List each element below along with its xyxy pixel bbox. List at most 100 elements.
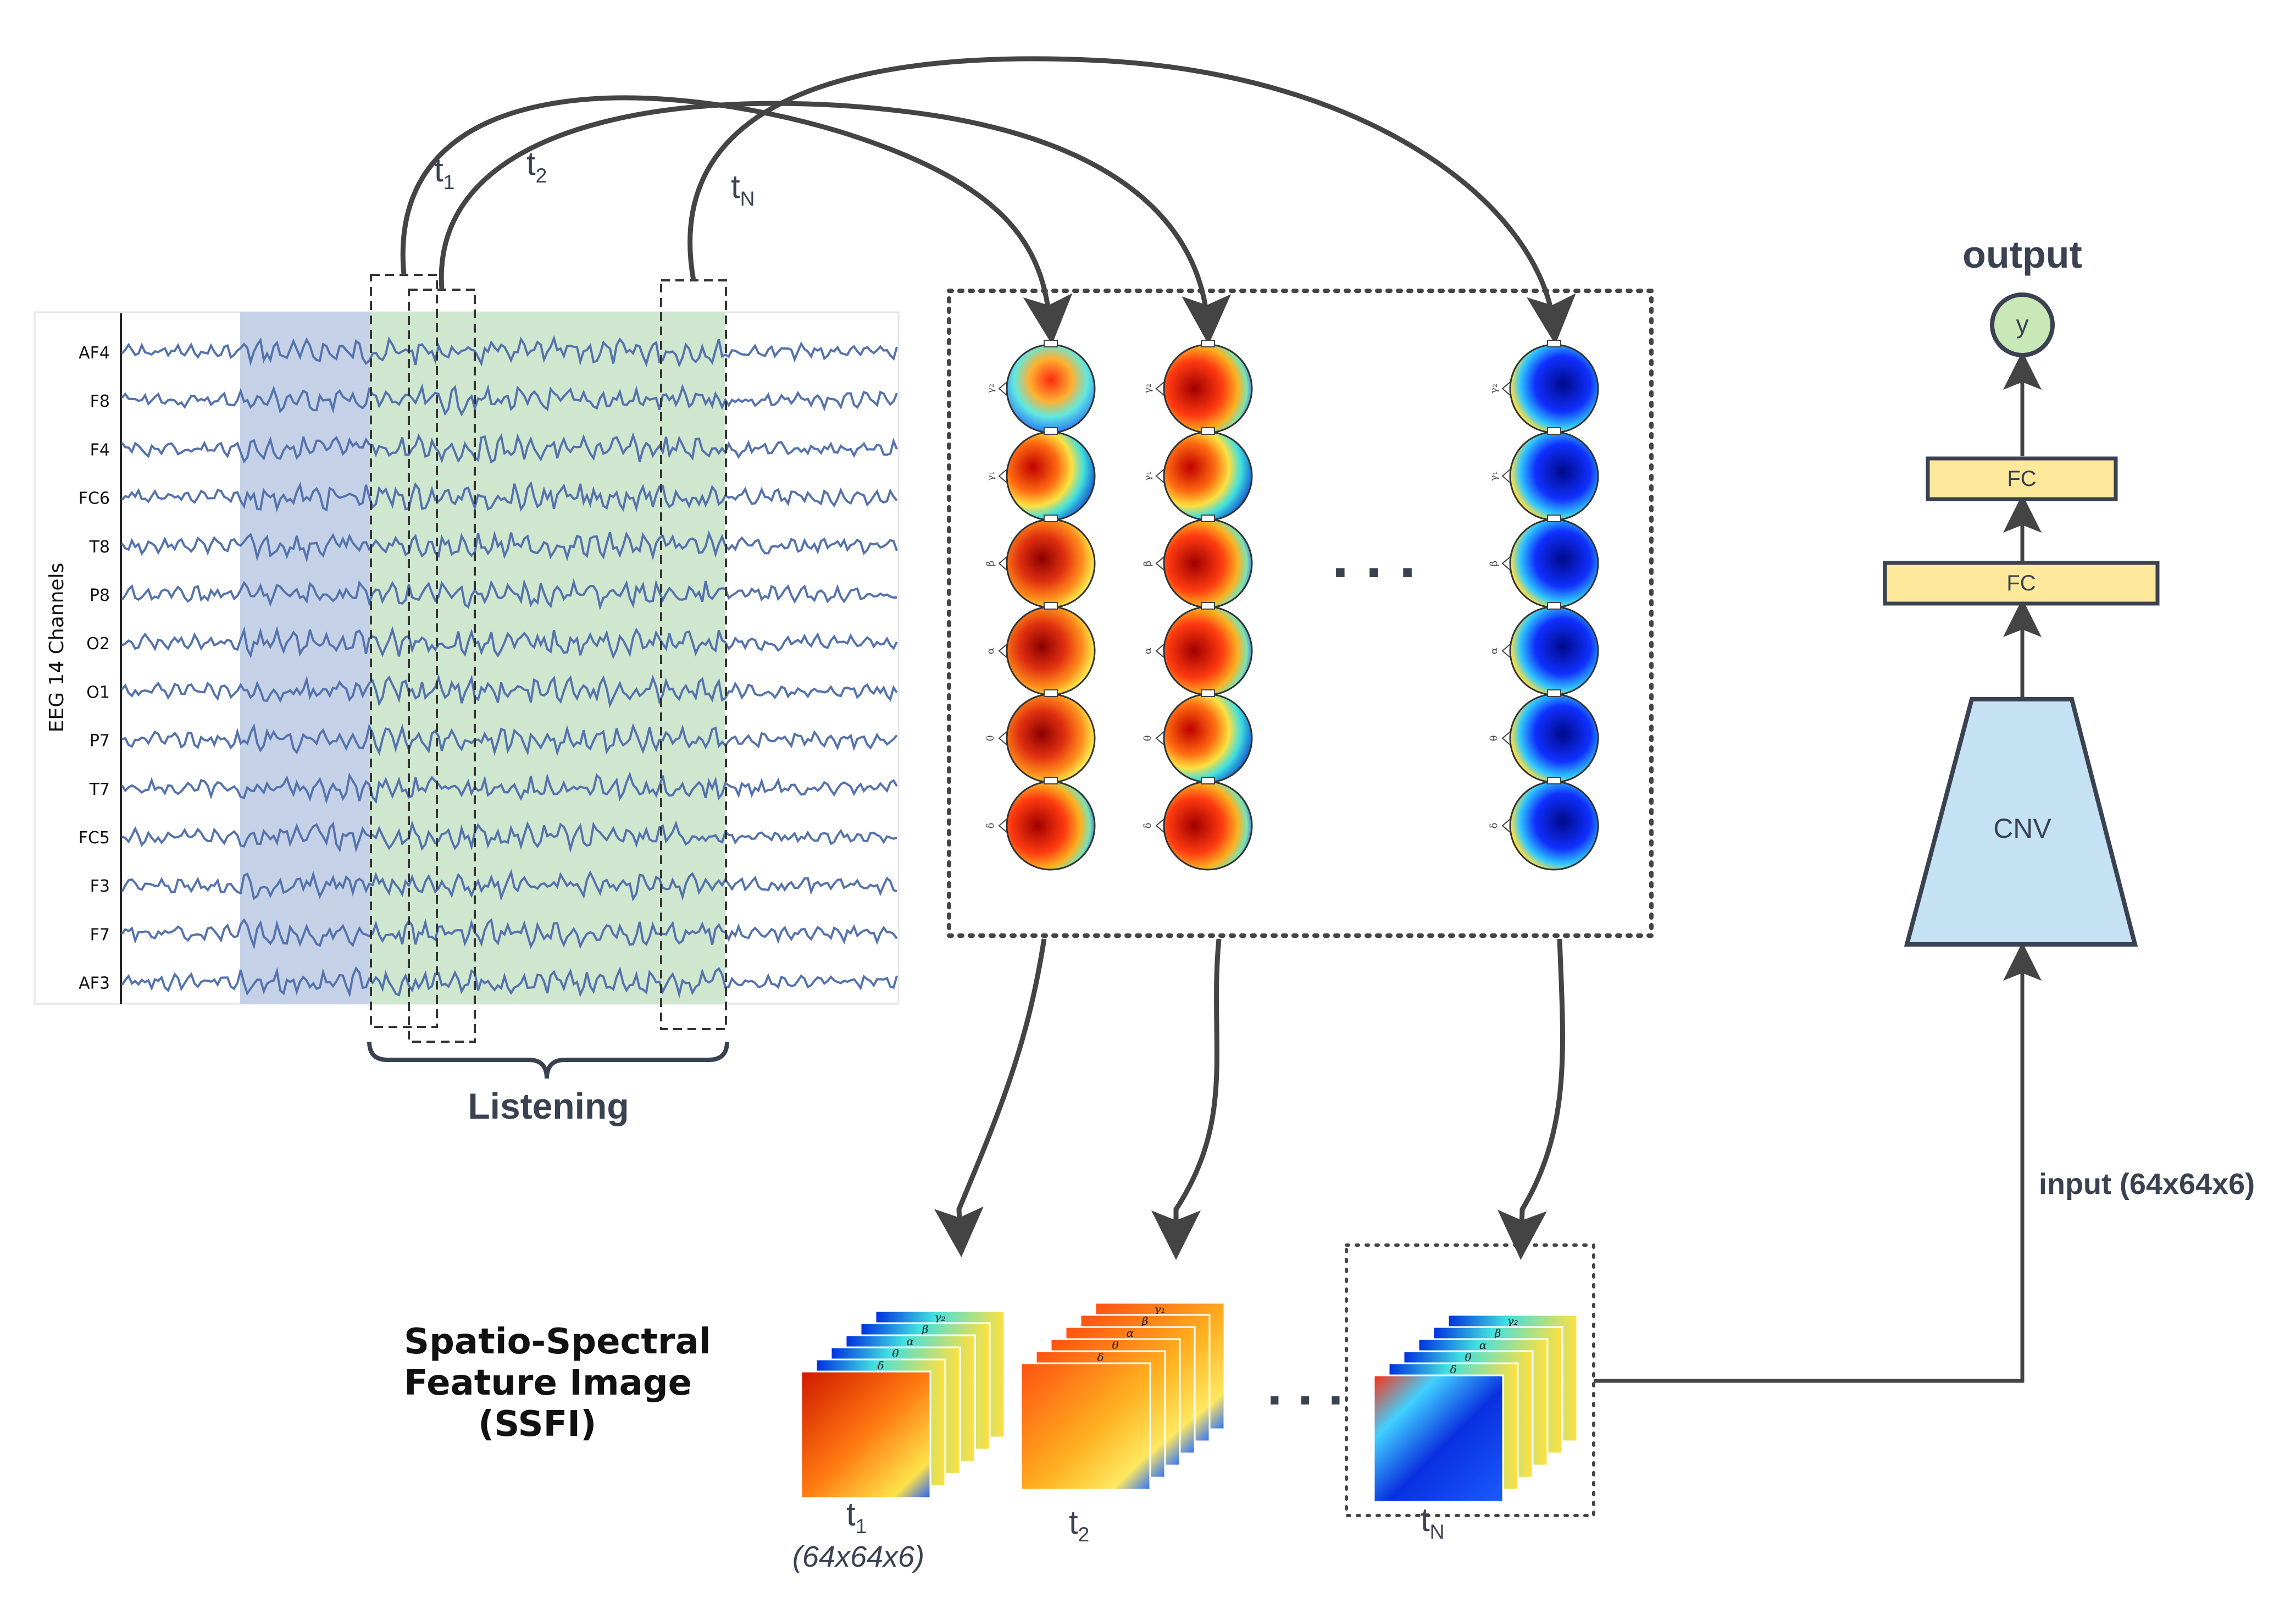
topomap-head: [1509, 518, 1599, 609]
eeg-wave: [121, 578, 897, 611]
ssfi-band-label: β: [922, 1323, 929, 1336]
fc-block-1: [1883, 561, 2160, 606]
topomap-band-label: γ₁: [1142, 471, 1153, 481]
topomap-band-label: γ₂: [985, 384, 996, 394]
topomap-band-label: δ: [985, 823, 996, 829]
topomap-nose: [1201, 777, 1215, 784]
topomap-band-label: α: [1142, 648, 1153, 654]
listening-brace: [367, 1041, 729, 1079]
topomap-head: [1509, 431, 1599, 521]
cnv-block: [1904, 697, 2138, 947]
input-connector: [1594, 942, 2042, 1383]
topomap-ear: [1501, 644, 1511, 658]
channel-label: FC6: [79, 489, 110, 508]
eeg-wave: [121, 530, 898, 563]
ssfi-band-label: γ₂: [1507, 1314, 1518, 1328]
topomap-ear: [1501, 731, 1511, 745]
topomap-band-label: γ₂: [1142, 384, 1153, 394]
channel-label: O1: [86, 683, 110, 702]
eeg-wave: [121, 917, 898, 950]
topomap-ear: [998, 731, 1007, 745]
channel-label: F3: [90, 877, 110, 896]
channel-label: T7: [89, 780, 110, 799]
ssfi-size-label: (64x64x6): [792, 1540, 924, 1573]
eeg-wave: [121, 966, 898, 999]
channel-label: AF3: [79, 974, 110, 993]
listening-label: Listening: [468, 1086, 629, 1126]
topomap-ear: [1155, 644, 1164, 658]
topomap-head: [1509, 606, 1599, 696]
green-region: [370, 312, 725, 1004]
channel-label: O2: [86, 634, 110, 654]
topomap-ear: [998, 469, 1007, 483]
topomap-panel: [947, 289, 1654, 938]
arc-t2: [439, 101, 1232, 345]
topomap-band-label: δ: [1488, 823, 1500, 829]
ssfi-band-label: γ₂: [935, 1311, 946, 1324]
topomap-head: [1163, 344, 1253, 434]
topomap-ear: [1501, 819, 1511, 833]
ssfi-band-label: α: [907, 1335, 914, 1348]
topomap-band-label: γ₁: [985, 471, 996, 481]
ssfi-band-label: β: [1494, 1326, 1501, 1340]
topomap-ear: [1155, 556, 1164, 571]
eeg-wave: [121, 673, 898, 709]
topomap-ear: [1155, 819, 1164, 833]
channel-label: AF4: [79, 344, 110, 363]
topomap-head: [1509, 693, 1599, 783]
topomap-head: [1006, 606, 1096, 696]
channel-label: F7: [90, 925, 110, 944]
topomap-nose: [1044, 602, 1058, 610]
ssfi-t1-label: t1: [846, 1496, 867, 1538]
ssfi-band-label: α: [1479, 1339, 1487, 1352]
ssfi-band-label: δ: [877, 1359, 884, 1372]
topomap-nose: [1044, 777, 1058, 784]
arc-tN: [687, 56, 1576, 345]
output-title: output: [1962, 233, 2082, 276]
topomap-ear: [1155, 731, 1164, 745]
ssfi-band-label: α: [1127, 1326, 1134, 1340]
arc-t1: [400, 95, 1073, 345]
ssfi-tN-label: tN: [1421, 1501, 1445, 1543]
eeg-wave: [121, 771, 898, 805]
ssfi-title-line-2: Feature Image: [404, 1363, 692, 1403]
topomap-head: [1163, 781, 1253, 871]
topomap-nose: [1201, 515, 1215, 522]
topomap-band-label: α: [985, 648, 996, 654]
topomap-head: [1006, 693, 1096, 783]
topomap-head: [1509, 344, 1599, 434]
ssfi-t2-label: t2: [1069, 1504, 1089, 1546]
topomap-head: [1006, 781, 1096, 871]
output-node: [1990, 292, 2055, 357]
fc-label-2: FC: [2007, 467, 2036, 491]
eeg-wave: [121, 626, 898, 660]
topomap-head: [1006, 431, 1096, 521]
topomap-band-label: γ₁: [1488, 471, 1500, 481]
topomap-band-label: β: [985, 561, 996, 566]
channel-label: F4: [90, 440, 110, 460]
eeg-wave: [121, 723, 898, 756]
topomap-ear: [998, 819, 1007, 833]
ssfi-band-label: γ₁: [1155, 1302, 1166, 1315]
topomap-band-label: γ₂: [1488, 384, 1500, 394]
ssfi-band-label: θ: [1112, 1339, 1118, 1352]
topomap-band-label: θ: [1488, 736, 1500, 742]
topomap-nose: [1044, 515, 1058, 522]
topomap-nose: [1201, 602, 1215, 610]
topomap-nose: [1201, 689, 1215, 697]
topomap-nose: [1201, 427, 1215, 435]
ssfi-ellipsis: . . .: [1267, 1355, 1344, 1417]
topomap-columns: γ₂ γ₁ β α θ δ γ₂ γ₁ β α θ δ γ₂ γ₁ β α θ δ: [985, 340, 1599, 871]
topomap-nose: [1547, 689, 1561, 697]
eeg-axis-label: EEG 14 Channels: [46, 563, 68, 733]
channel-labels: AF4 F8 F4 FC6 T8 P8 O2 O1 P7 T7 FC5 F3 F7 AF3: [79, 344, 110, 993]
eeg-wave: [121, 869, 897, 902]
fc-block-2: [1926, 456, 2118, 501]
ssfi-tN-frame: [1345, 1243, 1595, 1517]
topomap-ear: [998, 556, 1007, 571]
topomap-head: [1006, 518, 1096, 609]
arrow-topo-ssfi-N: [1497, 938, 1565, 1260]
eeg-panel: EEG 14 Channels AF4 F8 F4 FC6 T8 P8 O2 O1 P7 T7 FC…: [34, 311, 900, 1005]
input-label: input (64x64x6): [2039, 1168, 2255, 1201]
blue-region: [240, 312, 370, 1004]
